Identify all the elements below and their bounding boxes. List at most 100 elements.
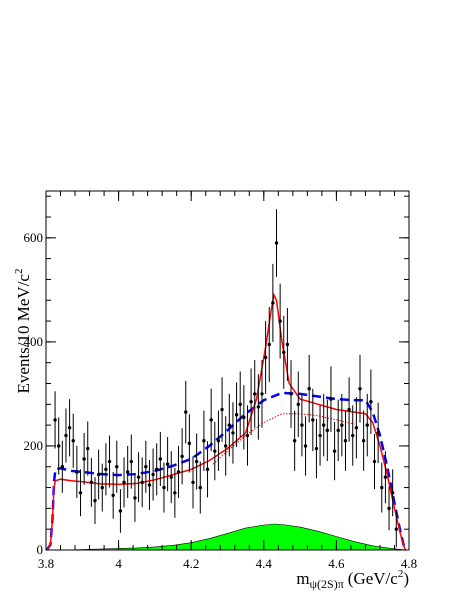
data-point xyxy=(296,402,300,407)
background-histogram xyxy=(46,523,410,551)
data-point xyxy=(271,301,275,305)
x-axis-title: mψ(2S)π (GeV/c2) xyxy=(296,568,409,591)
axes-layer: 3.8 4 4.2 4.4 4.6 4.8 0 200 400 600 xyxy=(24,191,417,571)
data-point xyxy=(343,439,348,443)
data-point xyxy=(242,415,246,420)
data-point xyxy=(169,475,173,479)
data-point xyxy=(93,498,97,503)
data-point xyxy=(187,441,192,446)
x-tick-label: 4.2 xyxy=(183,556,199,571)
data-point xyxy=(104,467,108,472)
nonresonant-curve xyxy=(212,413,355,465)
data-point xyxy=(292,439,297,443)
data-point xyxy=(369,400,373,404)
x-tick-label: 4.6 xyxy=(328,556,345,571)
data-point xyxy=(278,319,282,323)
data-point xyxy=(209,418,213,422)
data-point xyxy=(198,485,202,490)
data-point xyxy=(358,387,362,391)
data-point xyxy=(311,418,315,422)
data-point xyxy=(234,413,239,417)
data-point xyxy=(213,449,217,453)
background-layer xyxy=(46,523,410,551)
data-point xyxy=(274,241,279,245)
data-point xyxy=(263,355,268,360)
curves-layer xyxy=(45,292,407,551)
data-point xyxy=(231,431,235,435)
x-axis-title-unit: (GeV/c xyxy=(348,569,398,588)
data-point xyxy=(53,418,57,422)
data-point xyxy=(147,483,152,487)
data-point xyxy=(165,462,170,466)
data-point xyxy=(111,493,115,498)
data-point xyxy=(173,491,177,495)
data-point xyxy=(96,472,101,477)
data-point xyxy=(260,392,264,396)
data-point xyxy=(253,392,257,396)
data-point xyxy=(107,459,112,464)
data-point xyxy=(336,428,340,433)
data-point xyxy=(162,485,166,490)
data-point xyxy=(282,350,286,354)
data-point xyxy=(57,444,61,448)
x-axis-title-unit-close: ) xyxy=(403,569,409,588)
data-point xyxy=(140,480,144,485)
data-point xyxy=(202,439,206,443)
data-point xyxy=(82,457,86,461)
fit-curve xyxy=(46,292,407,551)
x-tick-label: 4 xyxy=(115,556,122,571)
data-point xyxy=(354,426,359,430)
data-point xyxy=(372,459,377,464)
y-axis-title-text: Events/10 MeV/c xyxy=(14,274,33,394)
data-point xyxy=(220,407,224,412)
data-point xyxy=(180,454,184,459)
data-point xyxy=(300,423,304,427)
data-point xyxy=(75,470,79,474)
data-point xyxy=(64,433,68,438)
data-point xyxy=(118,509,123,513)
data-point xyxy=(158,457,163,461)
data-point xyxy=(285,342,290,347)
data-point xyxy=(227,423,232,427)
data-point xyxy=(78,491,83,495)
data-point xyxy=(136,475,141,479)
data-point xyxy=(390,491,395,495)
data-point xyxy=(122,480,126,485)
y-tick-label: 0 xyxy=(37,542,44,557)
data-point xyxy=(321,423,326,427)
data-point xyxy=(332,449,337,453)
data-point xyxy=(194,459,199,464)
data-point xyxy=(340,423,344,427)
x-axis-title-m: m xyxy=(296,569,309,588)
data-points-layer xyxy=(53,209,398,548)
data-point xyxy=(307,387,311,391)
data-point xyxy=(238,402,242,407)
data-point xyxy=(86,446,90,451)
data-point xyxy=(184,410,188,414)
y-tick-label: 600 xyxy=(24,230,44,245)
data-point xyxy=(205,467,210,472)
data-point xyxy=(144,465,148,469)
data-point xyxy=(289,392,293,396)
data-point xyxy=(151,472,155,477)
data-point xyxy=(267,342,271,347)
phase-space-curve xyxy=(45,391,407,551)
data-point xyxy=(60,465,65,469)
data-point xyxy=(176,470,181,474)
data-point xyxy=(256,405,261,409)
x-tick-label: 3.8 xyxy=(38,556,54,571)
data-point xyxy=(115,465,119,469)
y-tick-label: 200 xyxy=(24,438,44,453)
y-axis-title: Events/10 MeV/c2 xyxy=(13,269,33,394)
data-point xyxy=(380,485,384,490)
data-point xyxy=(376,431,380,435)
data-point xyxy=(325,428,330,433)
data-point xyxy=(365,423,369,427)
data-point xyxy=(191,480,195,485)
data-point xyxy=(155,467,159,472)
data-point xyxy=(347,407,351,412)
data-point xyxy=(303,444,308,448)
data-point xyxy=(394,527,398,531)
